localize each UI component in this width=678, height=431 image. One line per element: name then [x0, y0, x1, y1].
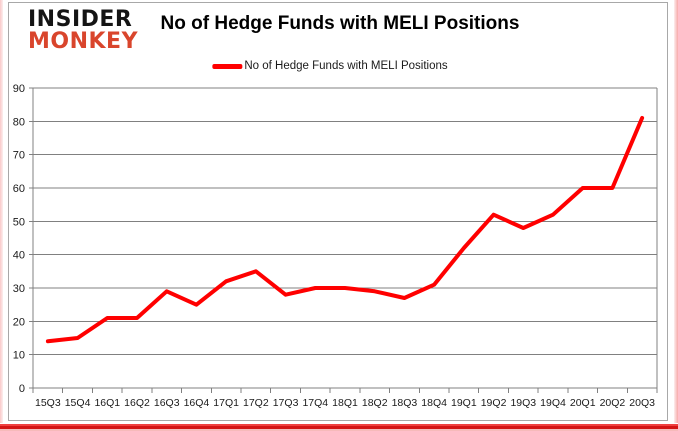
logo-text-insider: INSIDER [28, 7, 133, 32]
logo-text-monkey: MONKEY [28, 29, 139, 54]
x-axis-label: 16Q2 [124, 397, 150, 409]
x-axis-label: 17Q2 [243, 397, 269, 409]
x-axis-label: 20Q3 [629, 397, 655, 409]
y-axis-label: 40 [13, 250, 25, 262]
x-axis-label: 19Q2 [481, 397, 507, 409]
x-axis-label: 18Q4 [421, 397, 447, 409]
y-axis-label: 0 [19, 383, 25, 395]
y-axis-label: 80 [13, 116, 25, 128]
y-axis-label: 20 [13, 316, 25, 328]
x-axis-label: 18Q1 [332, 397, 358, 409]
frame-left-edge [0, 0, 3, 431]
x-axis-label: 16Q4 [184, 397, 210, 409]
x-axis-label: 16Q3 [154, 397, 180, 409]
x-axis-label: 17Q4 [302, 397, 328, 409]
chart-title: No of Hedge Funds with MELI Positions [160, 13, 520, 34]
data-line [45, 116, 645, 344]
y-axis-label: 50 [13, 216, 25, 228]
y-axis-label: 90 [13, 83, 25, 95]
x-axis-label: 17Q1 [213, 397, 239, 409]
x-axis-label: 19Q4 [540, 397, 566, 409]
x-axis-label: 18Q2 [362, 397, 388, 409]
legend-line-swatch [212, 63, 243, 69]
y-axis-label: 60 [13, 183, 25, 195]
y-axis-label: 10 [13, 350, 25, 362]
x-axis-label: 16Q1 [94, 397, 120, 409]
y-axis-label: 70 [13, 150, 25, 162]
x-axis-label: 15Q3 [35, 397, 61, 409]
x-axis-label: 17Q3 [273, 397, 299, 409]
x-axis-label: 20Q2 [600, 397, 626, 409]
insider-monkey-logo: INSIDER MONKEY [28, 9, 138, 53]
legend-label: No of Hedge Funds with MELI Positions [244, 60, 448, 72]
x-axis-label: 20Q1 [570, 397, 596, 409]
x-axis-label: 19Q1 [451, 397, 477, 409]
y-axis-label: 30 [13, 283, 25, 295]
legend: No of Hedge Funds with MELI Positions [212, 60, 448, 72]
chart-border [8, 2, 668, 421]
frame-right-edge [674, 0, 678, 431]
x-axis-label: 18Q3 [392, 397, 418, 409]
x-axis-label: 19Q3 [510, 397, 536, 409]
frame-bottom-bar [0, 423, 678, 431]
x-axis-label: 15Q4 [65, 397, 91, 409]
